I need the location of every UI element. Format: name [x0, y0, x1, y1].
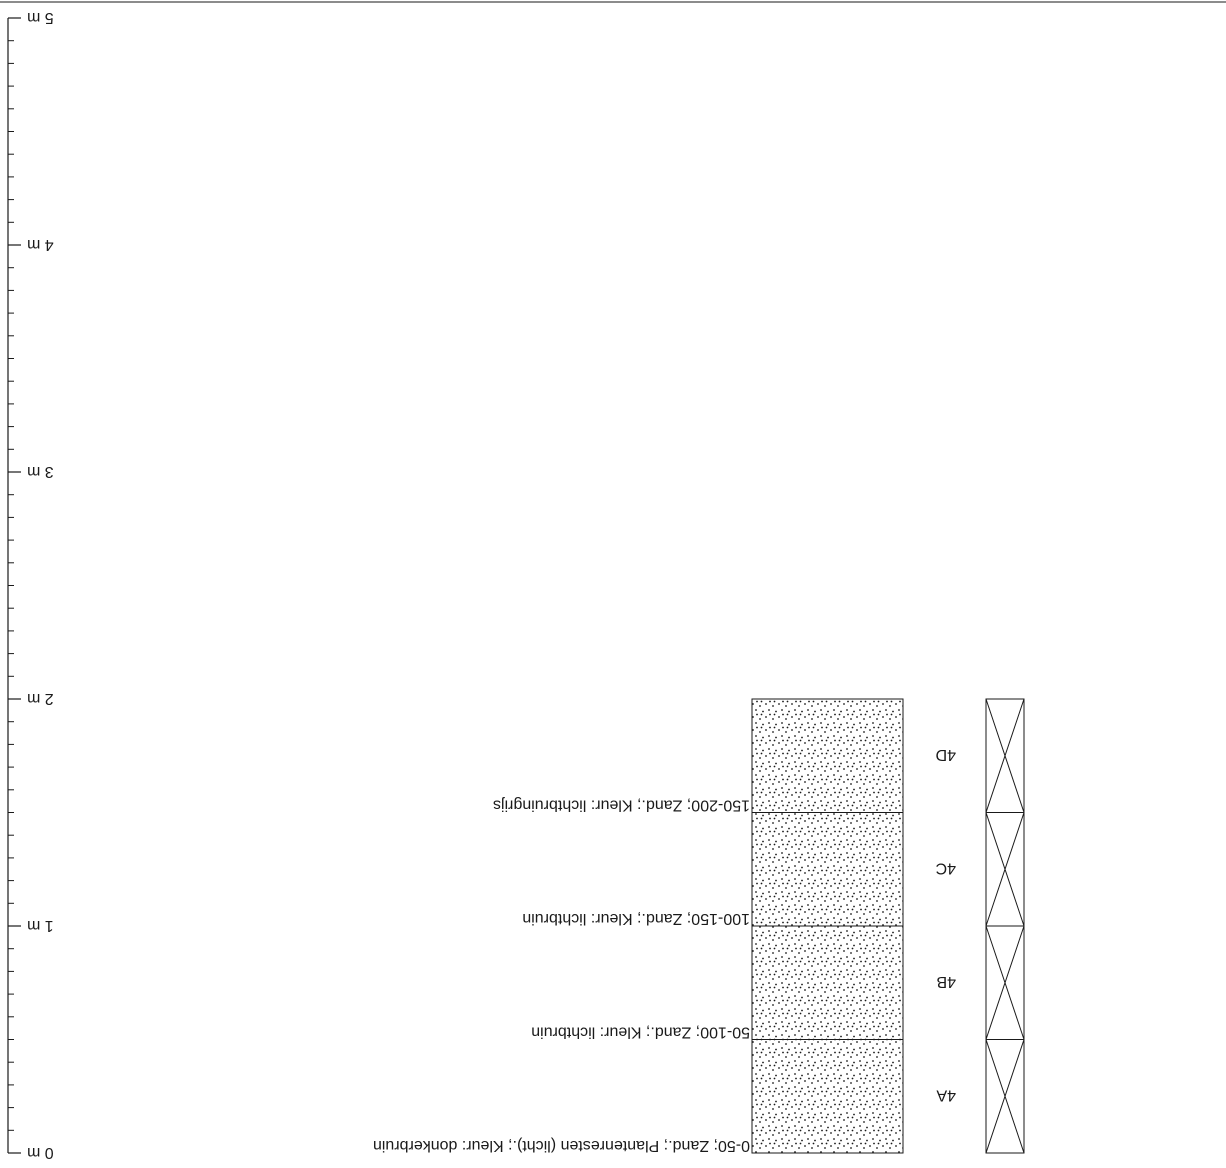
layer-code-column	[985, 698, 1025, 1154]
layer-description: 0-50; Zand.; Plantenresten (licht).; Kle…	[373, 1137, 750, 1154]
layer-code-box-cross	[985, 1039, 1025, 1154]
layer-code-label: 4D	[936, 746, 956, 763]
axis-label: 0 m	[27, 1144, 54, 1161]
layer-code-box-cross	[985, 925, 1025, 1040]
layer-code-label: 4B	[936, 973, 956, 990]
layer-code-box	[985, 925, 1025, 1040]
axis-label: 5 m	[27, 9, 54, 26]
lithology-layer-sand	[751, 1039, 904, 1154]
layer-description: 50-100; Zand.; Kleur: lichtbruin	[531, 1024, 750, 1041]
layer-description: 150-200; Zand.; Kleur: lichtbruingrijs	[493, 797, 750, 814]
axis-label: 2 m	[27, 690, 54, 707]
layer-code-box	[985, 698, 1025, 813]
axis-label: 1 m	[27, 917, 54, 934]
layer-description: 100-150; Zand.; Kleur: lichtbruin	[522, 910, 750, 927]
layer-code-box-outline	[985, 698, 1025, 813]
layer-descriptions: 0-50; Zand.; Plantenresten (licht).; Kle…	[373, 797, 750, 1155]
layer-code-box	[985, 1039, 1025, 1154]
depth-axis: 0 m 1 m 2 m 3 m 4 m 5 m	[7, 9, 54, 1161]
layer-code-label: 4C	[936, 859, 956, 876]
layer-code-box	[985, 812, 1025, 927]
layer-code-box-cross	[985, 698, 1025, 813]
lithology-layer-sand	[751, 812, 904, 927]
lithology-layer-sand	[751, 925, 904, 1040]
lithology-column	[751, 698, 904, 1154]
axis-label: 4 m	[27, 236, 54, 253]
layer-code-labels: 4A 4B 4C 4D	[936, 746, 956, 1104]
layer-code-box-cross	[985, 812, 1025, 927]
layer-code-label: 4A	[936, 1086, 956, 1103]
lithology-layer-sand	[751, 698, 904, 813]
axis-label: 3 m	[27, 463, 54, 480]
